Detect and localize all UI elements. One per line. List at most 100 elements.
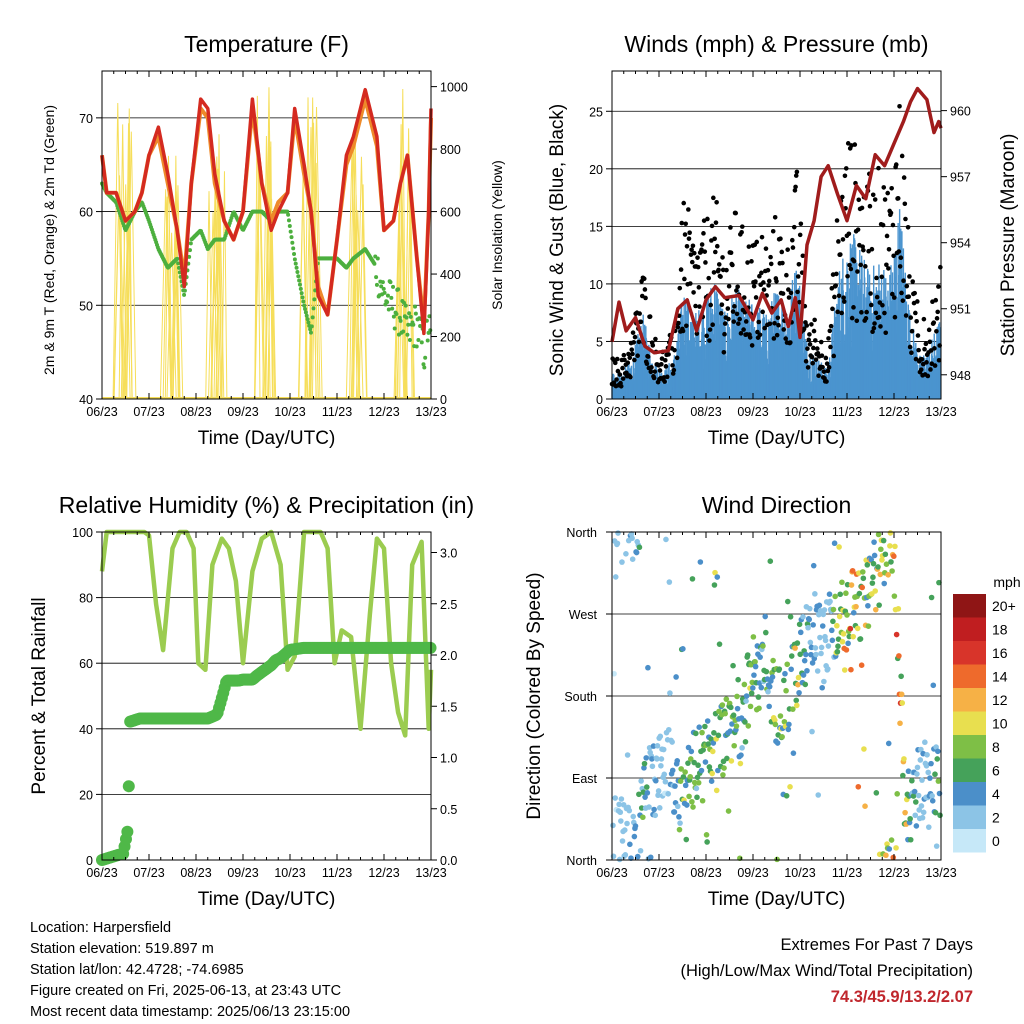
- dewpoint-point: [397, 315, 402, 320]
- gust-point: [703, 260, 708, 265]
- direction-point: [928, 594, 935, 601]
- direction-point: [849, 567, 856, 574]
- gust-point: [641, 276, 647, 281]
- direction-point: [730, 712, 737, 719]
- gust-point: [666, 352, 671, 357]
- direction-point: [698, 767, 705, 774]
- gust-point: [885, 190, 891, 196]
- direction-point: [727, 728, 734, 734]
- gust-point: [890, 291, 895, 297]
- gust-point: [627, 355, 633, 361]
- direction-point: [929, 793, 935, 799]
- gust-point: [772, 214, 778, 220]
- gust-point: [686, 207, 691, 212]
- station-location: Location: Harpersfield: [30, 920, 172, 936]
- direction-point: [886, 846, 893, 852]
- direction-point: [802, 681, 809, 688]
- direction-point: [898, 673, 904, 680]
- gust-point: [743, 319, 749, 324]
- gust-point: [811, 345, 816, 351]
- direction-point: [762, 613, 769, 620]
- direction-point: [763, 668, 770, 675]
- direction-point: [661, 771, 668, 778]
- gust-point: [891, 253, 896, 259]
- gust-point: [849, 315, 855, 321]
- gust-point: [789, 237, 795, 243]
- y2-axis-label-winds: Station Pressure (Maroon): [998, 134, 1019, 357]
- gust-point: [908, 315, 914, 320]
- gust-point: [707, 338, 712, 343]
- direction-point: [919, 814, 926, 821]
- humidity-line: [99, 529, 434, 738]
- direction-point: [846, 633, 853, 640]
- insolation-spike: [311, 162, 321, 400]
- gust-point: [741, 327, 746, 332]
- y2-tick-label-humidity: 0.5: [440, 803, 457, 817]
- extremes-box: Extremes For Past 7 Days (High/Low/Max W…: [680, 932, 973, 1010]
- x-axis-label-direction: Time (Day/UTC): [708, 889, 846, 910]
- y2-tick-label-winds: 948: [950, 369, 971, 383]
- direction-point: [827, 598, 833, 605]
- gust-point: [916, 347, 921, 353]
- dewpoint-point: [390, 306, 395, 311]
- gust-point: [732, 304, 737, 309]
- direction-point: [674, 758, 681, 764]
- legend-label: 0: [992, 833, 1000, 849]
- direction-point: [638, 778, 644, 784]
- dewpoint-point: [296, 274, 301, 279]
- direction-point: [809, 728, 815, 735]
- gust-point: [734, 311, 740, 317]
- gust-point: [824, 361, 830, 366]
- direction-point: [731, 742, 737, 749]
- dewpoint-point: [404, 315, 409, 320]
- direction-point: [682, 782, 689, 789]
- gust-point: [816, 373, 821, 379]
- direction-point: [803, 651, 809, 658]
- gust-point: [774, 278, 779, 284]
- direction-point: [869, 580, 876, 586]
- gust-point: [859, 310, 864, 315]
- gust-point: [699, 242, 705, 247]
- direction-point: [848, 582, 855, 588]
- gust-point: [622, 357, 627, 363]
- direction-point: [913, 823, 920, 829]
- gust-point: [880, 302, 885, 308]
- gust-point: [687, 230, 692, 235]
- x-tick-label-direction: 12/23: [878, 866, 909, 880]
- gust-point: [797, 232, 803, 238]
- gust-point: [652, 369, 658, 374]
- direction-point: [881, 580, 888, 587]
- gust-point: [701, 231, 706, 236]
- direction-point: [699, 729, 705, 736]
- direction-point: [829, 637, 836, 644]
- x-tick-label-humidity: 06/23: [86, 866, 117, 880]
- x-tick-label-humidity: 09/23: [227, 866, 258, 880]
- insolation-day: [205, 134, 228, 400]
- gust-point: [663, 364, 669, 369]
- direction-point: [795, 674, 802, 681]
- gust-point: [813, 357, 819, 362]
- legend-swatch: [953, 641, 986, 665]
- dewpoint-point: [295, 270, 300, 275]
- legend-swatch: [953, 711, 986, 735]
- direction-point: [706, 764, 713, 770]
- gust-point: [845, 141, 851, 146]
- gust-point: [709, 223, 715, 229]
- direction-point: [656, 805, 663, 811]
- direction-point: [770, 657, 776, 664]
- x-tick-label-winds: 11/23: [832, 405, 862, 419]
- direction-point: [612, 795, 618, 801]
- direction-point: [870, 574, 876, 581]
- y2-tick-label-temperature: 1000: [440, 81, 468, 95]
- gust-point: [893, 162, 899, 167]
- dewpoint-point: [406, 322, 411, 327]
- dewpoint-point: [303, 310, 308, 315]
- direction-point: [841, 667, 848, 673]
- y-tick-label-winds: 15: [589, 220, 603, 234]
- gust-point: [731, 319, 737, 324]
- gust-point: [612, 360, 618, 366]
- direction-point: [801, 657, 808, 664]
- dewpoint-point: [401, 329, 406, 334]
- gust-point: [936, 284, 941, 289]
- y-axis-label-direction: Direction (Colored By Speed): [524, 572, 545, 819]
